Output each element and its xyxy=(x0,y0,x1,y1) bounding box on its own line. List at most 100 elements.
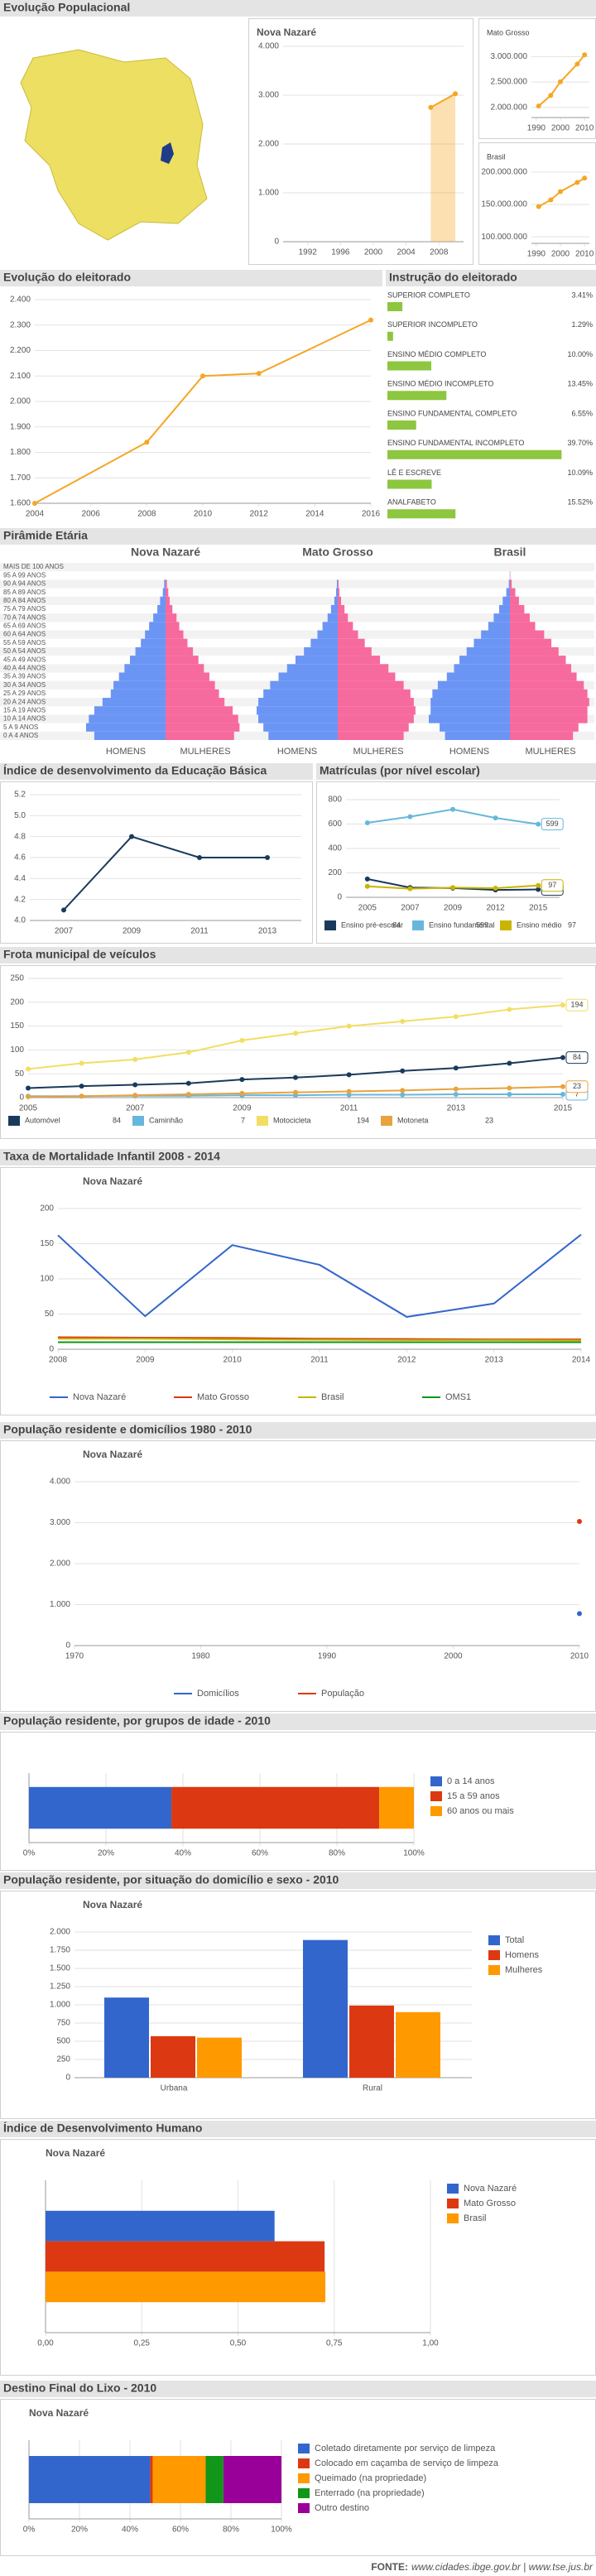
line xyxy=(63,835,267,911)
section-title: Evolução Populacional xyxy=(3,1,130,14)
point xyxy=(26,1066,31,1072)
pyramid-bar xyxy=(510,723,579,732)
y-tick-label: 2.100 xyxy=(10,372,31,381)
chart-title: Nova Nazaré xyxy=(83,1449,142,1460)
row-label: LÊ E ESCREVE xyxy=(387,469,441,477)
point xyxy=(582,52,588,58)
point xyxy=(507,1007,512,1012)
y-tick-label: 2.000 xyxy=(50,1928,70,1937)
row-label: SUPERIOR INCOMPLETO xyxy=(387,320,478,329)
legend-label: Nova Nazaré xyxy=(73,1392,126,1402)
y-tick-label: 0 xyxy=(49,1345,54,1354)
x-tick-label: Rural xyxy=(363,2084,382,2093)
x-tick-label: 1992 xyxy=(299,248,318,257)
point xyxy=(293,1074,298,1080)
age-label: 90 A 94 ANOS xyxy=(3,580,46,588)
x-tick-label: 2015 xyxy=(529,904,548,913)
y-tick-label: 200 xyxy=(328,868,342,877)
legend-swatch xyxy=(430,1776,442,1786)
point xyxy=(185,1080,191,1086)
bar xyxy=(197,2037,242,2078)
y-tick-label: 0 xyxy=(337,893,342,902)
x-tick-label: 2010 xyxy=(570,1652,589,1661)
chart-title: Nova Nazaré xyxy=(83,1899,142,1910)
x-tick-label: 40% xyxy=(122,2526,138,2535)
pyramid-bar xyxy=(338,646,372,656)
age-label: 50 A 54 ANOS xyxy=(3,647,46,655)
y-tick-label: 2.300 xyxy=(10,320,31,329)
y-tick-label: 2.000.000 xyxy=(491,103,528,112)
y-tick-label: 100.000.000 xyxy=(481,233,527,242)
axis-label: MULHERES xyxy=(525,747,575,757)
point xyxy=(560,1002,565,1008)
age-label: 20 A 24 ANOS xyxy=(3,698,46,705)
pyramid-bar xyxy=(135,646,166,656)
section-header-bg xyxy=(0,1872,596,1889)
pyramid-bar xyxy=(430,698,510,707)
x-tick-label: 2011 xyxy=(340,1104,358,1113)
pyramid-bar xyxy=(510,731,574,740)
x-tick-label: 0% xyxy=(23,1849,36,1858)
y-tick-label: 0 xyxy=(65,1641,70,1651)
y-tick-label: 2.500.000 xyxy=(491,78,528,87)
pyramid-bar xyxy=(322,622,338,631)
end-label: 97 xyxy=(548,881,556,889)
row-value: 10.00% xyxy=(567,350,593,358)
y-tick-label: 2.000 xyxy=(10,397,31,406)
x-tick-label: 2008 xyxy=(137,510,156,519)
bar xyxy=(387,302,403,311)
legend-value: 64 xyxy=(392,920,401,929)
pyramid-bar xyxy=(338,638,365,647)
y-tick-label: 2.000 xyxy=(50,1560,70,1569)
x-tick-label: 2007 xyxy=(55,927,74,936)
age-label: 30 A 34 ANOS xyxy=(3,681,46,689)
point xyxy=(79,1093,84,1099)
section-title: Destino Final do Lixo - 2010 xyxy=(3,2381,156,2395)
end-label-box xyxy=(565,1051,589,1065)
row-label: ANALFABETO xyxy=(387,498,436,507)
y-tick-label: 0 xyxy=(65,2074,70,2083)
point xyxy=(239,1090,245,1096)
end-label: 23 xyxy=(573,1082,581,1090)
point xyxy=(450,885,455,891)
pyramid-bar xyxy=(338,731,404,740)
legend-swatch xyxy=(298,2473,310,2483)
y-tick-label: 3.000 xyxy=(258,91,279,100)
chart-title: Brasil xyxy=(494,545,526,559)
age-label: 25 A 29 ANOS xyxy=(3,690,46,697)
x-tick-label: 2014 xyxy=(305,510,324,519)
line xyxy=(57,1233,582,1318)
pyramid-bar xyxy=(166,698,225,707)
x-tick-label: 1996 xyxy=(331,248,350,257)
y-tick-label: 1.600 xyxy=(10,499,31,508)
y-tick-label: 150.000.000 xyxy=(481,200,527,209)
x-tick-label: 80% xyxy=(329,1849,345,1858)
x-tick-label: 0% xyxy=(23,2526,36,2535)
pyramid-bar xyxy=(166,723,240,732)
point xyxy=(346,1023,352,1029)
point xyxy=(185,1050,191,1055)
pyramid-bar xyxy=(258,698,338,707)
pyramid-bar xyxy=(430,706,510,715)
point xyxy=(407,886,413,892)
point xyxy=(129,834,134,839)
pyramid-bar xyxy=(304,646,338,656)
point xyxy=(560,1055,565,1060)
point xyxy=(548,197,554,203)
row-stripe xyxy=(0,630,594,639)
pyramid-bar xyxy=(493,613,510,622)
legend-swatch xyxy=(381,1116,392,1126)
legend-swatch xyxy=(500,920,512,930)
point xyxy=(493,885,498,891)
point xyxy=(132,1056,138,1062)
x-tick-label: 2011 xyxy=(190,927,209,936)
point xyxy=(536,821,541,827)
x-tick-label: 1990 xyxy=(527,124,546,133)
x-tick-label: Urbana xyxy=(161,2084,188,2093)
panel xyxy=(0,965,596,1139)
pyramid-bar xyxy=(510,646,559,656)
pyramid-bar xyxy=(510,656,566,665)
section-header-bg xyxy=(0,947,596,964)
pyramid-bar xyxy=(338,723,409,732)
pyramid-bar xyxy=(166,714,238,723)
